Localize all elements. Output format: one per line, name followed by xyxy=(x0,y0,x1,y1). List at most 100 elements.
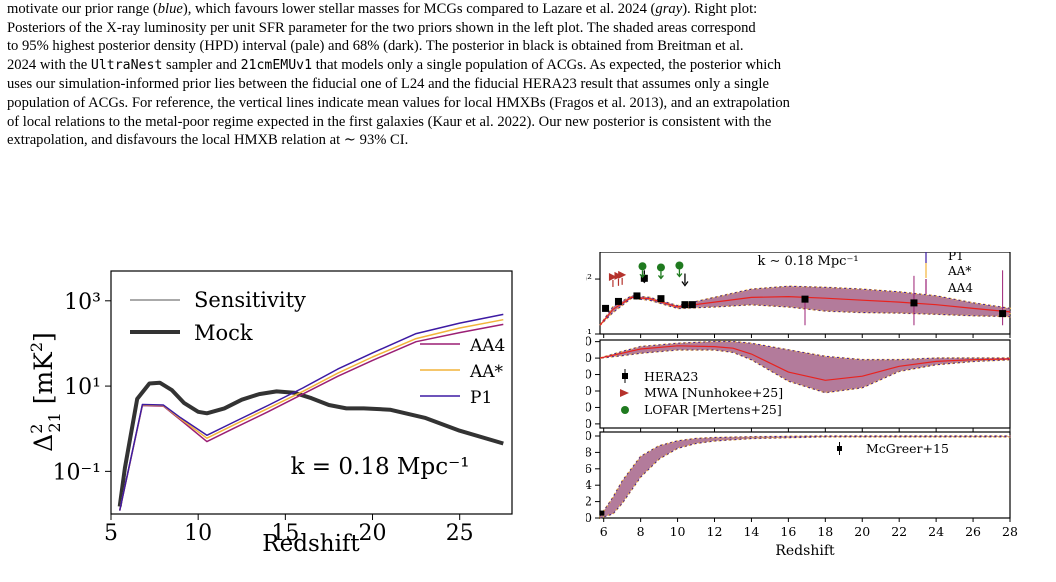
power-band-edge xyxy=(599,285,1011,326)
right-posterior-panels: 10⁻¹ 10² 20 0 −20 −40 −60 −80 0.0 0.2 0.4 0.6 0.8 1.0… xyxy=(586,252,1018,559)
left-x-axis-label: Redshift xyxy=(262,531,360,557)
left-series-p1 xyxy=(118,313,504,511)
left-annotation: k = 0.18 Mpc⁻¹ xyxy=(291,454,470,480)
lofar-upper-limit xyxy=(656,263,665,272)
right-xtick-label: 22 xyxy=(891,524,907,539)
left-xtick-label: 15 xyxy=(271,521,299,546)
right-xtick-label: 20 xyxy=(854,524,870,539)
hera-upper-arrow xyxy=(681,281,689,287)
left-xtick-label: 20 xyxy=(359,521,387,546)
legend-p1-label: P1 xyxy=(470,388,492,408)
panel-xhi-frame xyxy=(599,431,1011,519)
hera-point xyxy=(801,295,809,303)
right-xtick-label: 8 xyxy=(637,524,645,539)
xhi-ytick-label: 0.0 xyxy=(586,511,592,525)
legend-mcgreer-text: McGreer+15 xyxy=(866,441,949,456)
left-legend-right: AA4 AA* P1 xyxy=(420,336,505,408)
global-mean-line xyxy=(599,345,1011,381)
legend-lofar-marker xyxy=(621,406,629,414)
hera-upper-arrow xyxy=(640,277,648,284)
caption-line-3: to 95% highest posterior density (HPD) i… xyxy=(7,38,744,55)
xhi-ytick-label: 0.2 xyxy=(586,495,592,509)
legend-mwa-text: MWA [Nunhokee+25] xyxy=(644,385,783,400)
legend-mwa-marker xyxy=(620,389,629,397)
right-xtick-label: 26 xyxy=(965,524,981,539)
lofar-upper-limit xyxy=(638,262,647,271)
hera-point xyxy=(910,299,918,307)
xhi-band-edge xyxy=(599,435,1011,519)
left-ytick-label: 10⁻¹ xyxy=(53,460,101,485)
right-xtick-label: 12 xyxy=(707,524,723,539)
xhi-ytick-label: 1.0 xyxy=(586,429,592,443)
figure-caption: motivate our prior range (blue), which f… xyxy=(7,0,1049,150)
left-series-aa4 xyxy=(118,323,504,511)
lofar-upper-limit xyxy=(675,261,684,270)
legend-aastar-label: AA* xyxy=(469,362,504,382)
caption-line-4: 2024 with the UltraNest sampler and 21cm… xyxy=(7,56,782,73)
global-ytick-label: −60 xyxy=(586,400,592,414)
right-x-axis-label: Redshift xyxy=(775,543,835,559)
power-panel-legend: P1 AA* AA4 xyxy=(925,252,973,295)
hera-point xyxy=(614,297,622,305)
legend-sensitivity-label: Sensitivity xyxy=(194,288,306,312)
lofar-arrow xyxy=(676,269,683,278)
right-xtick-label: 16 xyxy=(780,524,796,539)
left-xtick-label: 10 xyxy=(184,521,212,546)
lofar-arrow xyxy=(657,271,664,280)
xhi-panel-legend: McGreer+15 xyxy=(837,441,949,456)
caption-line-8: extrapolation, and disfavours the local … xyxy=(7,132,409,149)
legend-hera-text: HERA23 xyxy=(644,369,698,384)
xhi-ytick-label: 0.4 xyxy=(586,478,592,492)
caption-line-7: of local relations to the metal-poor reg… xyxy=(7,113,772,130)
panel-global-frame xyxy=(599,339,1011,429)
caption-line-1: motivate our prior range (blue), which f… xyxy=(7,1,758,17)
mwa-upper-limit xyxy=(618,270,627,279)
global-ytick-label: 20 xyxy=(586,335,592,349)
global-ytick-label: −20 xyxy=(586,368,592,382)
left-xtick-label: 25 xyxy=(446,521,474,546)
panel-power-frame xyxy=(599,252,1011,335)
global-ytick-label: 0 xyxy=(586,351,592,365)
left-legend-top: Sensitivity Mock xyxy=(130,288,306,345)
mwa-upper-limit xyxy=(608,272,617,281)
global-ytick-label: −80 xyxy=(586,417,592,431)
left-series-mock xyxy=(117,380,504,507)
hera-point xyxy=(688,301,696,309)
left-plot-frame xyxy=(110,270,513,515)
legend-p1-text: P1 xyxy=(948,252,964,263)
left-ytick-label: 10³ xyxy=(64,290,101,315)
legend-aastar-text: AA* xyxy=(947,264,971,278)
right-xtick-label: 14 xyxy=(743,524,759,539)
right-xtick-label: 24 xyxy=(928,524,944,539)
left-ytick-label: 10¹ xyxy=(64,375,101,400)
right-xtick-label: 6 xyxy=(600,524,608,539)
hera-point xyxy=(633,292,641,300)
power-ytick-label: 10² xyxy=(586,272,592,286)
left-xtick-label: 5 xyxy=(104,521,118,546)
legend-aa4-text: AA4 xyxy=(947,281,973,295)
caption-line-6: population of ACGs. For reference, the v… xyxy=(7,94,790,111)
power-panel-annotation: k ∼ 0.18 Mpc⁻¹ xyxy=(757,254,858,269)
right-xtick-label: 18 xyxy=(817,524,833,539)
global-panel-legend: HERA23 MWA [Nunhokee+25] LOFAR [Mertens+… xyxy=(620,369,783,417)
legend-mock-label: Mock xyxy=(194,321,253,345)
xhi-ytick-label: 0.8 xyxy=(586,445,592,459)
global-ytick-label: −40 xyxy=(586,384,592,398)
hera-point xyxy=(999,310,1007,318)
global-band-edge xyxy=(599,341,1011,394)
right-xtick-label: 10 xyxy=(670,524,686,539)
xhi-ytick-label: 0.6 xyxy=(586,462,592,476)
hera-point xyxy=(602,304,610,312)
hera-point xyxy=(657,295,665,303)
legend-lofar-text: LOFAR [Mertens+25] xyxy=(644,402,782,417)
legend-aa4-label: AA4 xyxy=(469,336,505,356)
hera-point xyxy=(681,301,689,309)
caption-line-5: uses our simulation-informed prior lies … xyxy=(7,76,769,93)
right-xtick-label: 28 xyxy=(1002,524,1018,539)
power-ytick-label: 10⁻¹ xyxy=(586,327,592,341)
mcgreer-point xyxy=(599,510,605,516)
caption-line-2: Posteriors of the X-ray luminosity per u… xyxy=(7,19,756,36)
left-y-axis-label: Δ221 [mK2] xyxy=(27,332,64,452)
lofar-arrow xyxy=(639,270,646,279)
